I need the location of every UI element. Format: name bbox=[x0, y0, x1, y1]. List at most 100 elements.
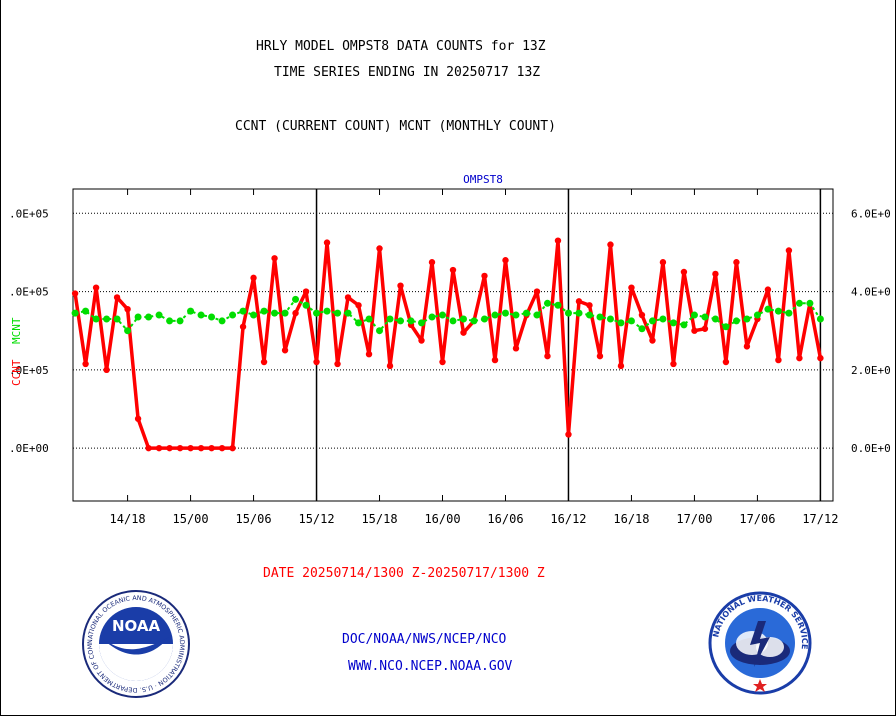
data-point-ccnt bbox=[145, 444, 152, 452]
plot-title: OMPST8 bbox=[463, 173, 503, 186]
data-point-ccnt bbox=[71, 290, 79, 297]
data-point-ccnt bbox=[397, 282, 404, 289]
data-point-mcnt bbox=[585, 311, 593, 319]
y-axis-label-mcnt: MCNT bbox=[10, 317, 23, 344]
data-point-mcnt bbox=[92, 315, 100, 323]
data-point-mcnt bbox=[334, 309, 342, 317]
data-point-ccnt bbox=[638, 311, 646, 319]
data-point-ccnt bbox=[817, 354, 824, 362]
x-tick-label: 15/00 bbox=[173, 512, 209, 526]
data-point-ccnt bbox=[607, 241, 614, 248]
data-point-ccnt bbox=[155, 444, 163, 452]
data-point-ccnt bbox=[250, 274, 257, 282]
chart-title-line-2: TIME SERIES ENDING IN 20250717 13Z bbox=[274, 65, 541, 80]
data-point-ccnt bbox=[628, 284, 635, 291]
data-point-ccnt bbox=[712, 270, 719, 278]
data-point-mcnt bbox=[166, 317, 174, 325]
data-point-mcnt bbox=[491, 311, 499, 319]
data-point-ccnt bbox=[502, 257, 509, 264]
data-point-ccnt bbox=[82, 360, 89, 368]
data-point-mcnt bbox=[512, 311, 520, 319]
data-point-ccnt bbox=[176, 444, 184, 452]
data-point-mcnt bbox=[659, 315, 667, 323]
data-point-mcnt bbox=[260, 307, 268, 315]
data-point-ccnt bbox=[134, 415, 142, 422]
data-point-mcnt bbox=[596, 313, 604, 321]
data-point-mcnt bbox=[701, 313, 709, 321]
series-line-ccnt bbox=[73, 238, 823, 450]
data-point-mcnt bbox=[239, 307, 247, 315]
x-tick-label: 17/00 bbox=[676, 512, 712, 526]
data-point-mcnt bbox=[680, 321, 688, 329]
data-point-mcnt bbox=[155, 311, 163, 319]
y-tick-label-right: 4.0E+0 bbox=[851, 286, 891, 299]
data-point-mcnt bbox=[638, 325, 646, 333]
data-point-ccnt bbox=[281, 347, 289, 354]
nws-logo: NATIONAL WEATHER SERVICE bbox=[708, 591, 812, 695]
data-point-ccnt bbox=[418, 337, 425, 344]
x-tick-label: 16/18 bbox=[613, 512, 649, 526]
data-point-mcnt bbox=[355, 319, 363, 327]
x-tick-label: 16/12 bbox=[550, 512, 586, 526]
data-point-ccnt bbox=[481, 272, 488, 280]
data-point-ccnt bbox=[533, 288, 541, 295]
x-tick-label: 15/12 bbox=[298, 512, 334, 526]
data-point-mcnt bbox=[669, 319, 677, 327]
data-point-ccnt bbox=[722, 358, 730, 366]
data-point-ccnt bbox=[544, 352, 551, 360]
data-point-mcnt bbox=[743, 315, 751, 323]
data-point-ccnt bbox=[449, 266, 457, 274]
data-point-ccnt bbox=[670, 360, 677, 368]
data-point-mcnt bbox=[806, 299, 814, 307]
data-point-mcnt bbox=[302, 301, 310, 309]
data-point-mcnt bbox=[648, 317, 656, 325]
data-point-ccnt bbox=[659, 259, 667, 266]
data-point-ccnt bbox=[701, 325, 709, 332]
data-point-mcnt bbox=[470, 317, 478, 325]
x-tick-label: 17/06 bbox=[739, 512, 775, 526]
data-point-ccnt bbox=[355, 302, 362, 309]
data-point-mcnt bbox=[480, 315, 488, 323]
x-tick-label: 17/12 bbox=[802, 512, 838, 526]
data-point-ccnt bbox=[113, 294, 121, 301]
data-point-mcnt bbox=[418, 319, 426, 327]
data-point-mcnt bbox=[376, 327, 384, 335]
data-point-ccnt bbox=[92, 284, 100, 291]
data-point-ccnt bbox=[334, 360, 341, 368]
y-tick-label-left: .0E+05 bbox=[9, 286, 49, 299]
data-point-mcnt bbox=[753, 311, 761, 319]
data-point-ccnt bbox=[103, 366, 110, 374]
data-point-ccnt bbox=[491, 356, 499, 364]
date-range-label: DATE 20250714/1300 Z-20250717/1300 Z bbox=[263, 566, 545, 581]
data-point-mcnt bbox=[124, 327, 132, 335]
data-point-ccnt bbox=[764, 286, 772, 293]
data-point-ccnt bbox=[512, 345, 520, 352]
data-point-ccnt bbox=[554, 237, 562, 244]
data-point-mcnt bbox=[522, 309, 530, 317]
data-point-mcnt bbox=[208, 313, 216, 321]
data-point-mcnt bbox=[281, 309, 289, 317]
data-point-ccnt bbox=[292, 309, 299, 317]
data-point-ccnt bbox=[617, 362, 625, 370]
x-tick-label: 16/06 bbox=[487, 512, 523, 526]
data-point-mcnt bbox=[690, 311, 698, 319]
data-point-mcnt bbox=[197, 311, 205, 319]
data-point-mcnt bbox=[323, 307, 331, 315]
data-point-mcnt bbox=[103, 315, 111, 323]
data-point-mcnt bbox=[439, 311, 447, 319]
data-point-ccnt bbox=[208, 444, 215, 452]
data-point-ccnt bbox=[239, 323, 247, 330]
data-point-mcnt bbox=[344, 309, 352, 317]
data-point-ccnt bbox=[775, 356, 782, 364]
data-point-mcnt bbox=[134, 313, 142, 321]
data-point-ccnt bbox=[260, 358, 268, 366]
data-point-ccnt bbox=[386, 362, 394, 370]
data-point-mcnt bbox=[218, 317, 226, 325]
y-tick-label-left: .0E+05 bbox=[9, 207, 49, 220]
noaa-logo: NOAA NATIONAL OCEANIC AND ATMOSPHERIC AD… bbox=[81, 589, 190, 698]
noaa-logo-text: NOAA bbox=[112, 617, 161, 635]
data-point-mcnt bbox=[313, 309, 321, 317]
data-point-mcnt bbox=[722, 323, 730, 331]
data-point-ccnt bbox=[691, 327, 698, 334]
